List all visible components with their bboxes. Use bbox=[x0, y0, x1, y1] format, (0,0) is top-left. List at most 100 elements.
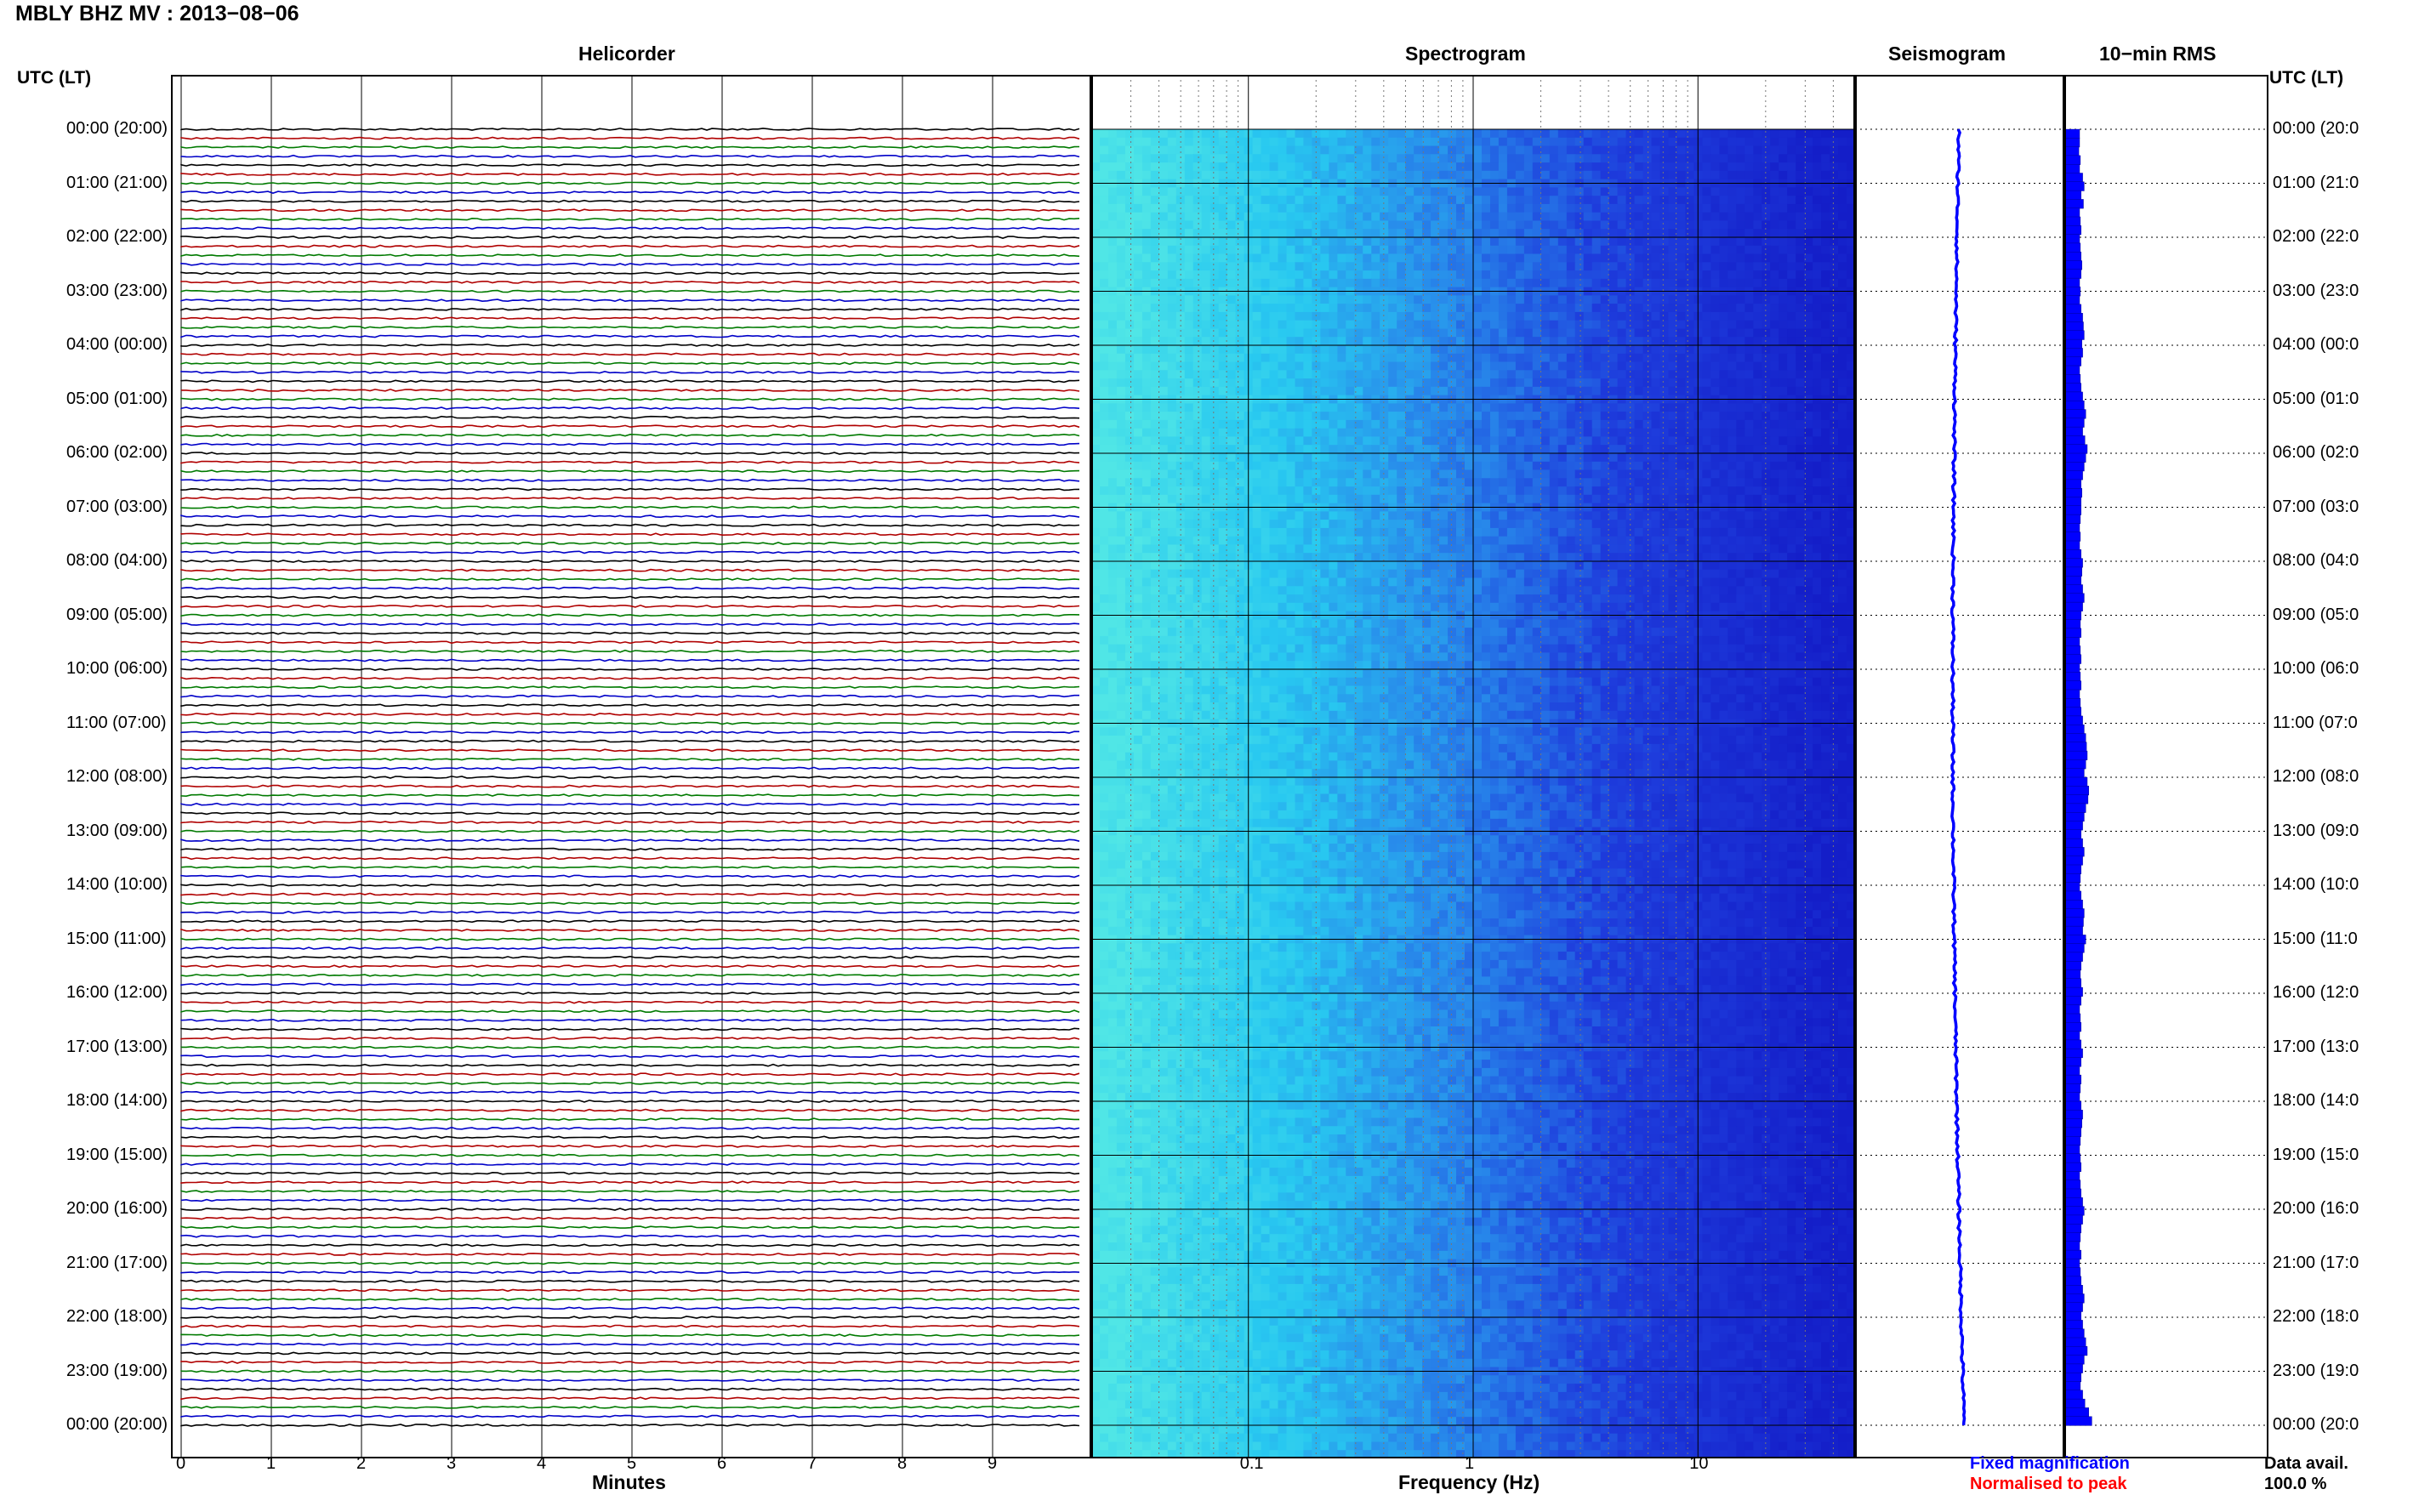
spectrogram-cell bbox=[1167, 137, 1177, 147]
spectrogram-cell bbox=[1252, 478, 1262, 487]
spectrogram-cell bbox=[1218, 561, 1228, 571]
spectrogram-cell bbox=[1676, 170, 1687, 180]
spectrogram-cell bbox=[1787, 137, 1796, 147]
spectrogram-cell bbox=[1549, 262, 1559, 271]
spectrogram-cell bbox=[1813, 278, 1822, 288]
helicorder-trace bbox=[181, 388, 1080, 392]
right-time-label: 05:00 (01:0 bbox=[2273, 389, 2359, 408]
spectrogram-cell bbox=[1804, 494, 1813, 504]
spectrogram-cell bbox=[1796, 536, 1805, 546]
spectrogram-cell bbox=[1278, 436, 1288, 446]
spectrogram-cell bbox=[1227, 361, 1237, 371]
spectrogram-cell bbox=[1116, 386, 1126, 396]
spectrogram-cell bbox=[1380, 262, 1389, 271]
spectrogram-cell bbox=[1312, 370, 1321, 379]
helicorder-trace bbox=[180, 919, 1080, 924]
spectrogram-cell bbox=[1439, 220, 1449, 230]
spectrogram-cell bbox=[1676, 553, 1687, 562]
spectrogram-cell bbox=[1456, 386, 1466, 396]
spectrogram-cell bbox=[1685, 561, 1694, 571]
spectrogram-cell bbox=[1685, 328, 1694, 338]
spectrogram-cell bbox=[1235, 361, 1245, 371]
spectrogram-cell bbox=[1523, 295, 1534, 304]
spectrogram-cell bbox=[1150, 270, 1160, 280]
spectrogram-cell bbox=[1473, 220, 1483, 230]
spectrogram-cell bbox=[1498, 170, 1508, 180]
spectrogram-cell bbox=[1642, 469, 1653, 479]
spectrogram-cell bbox=[1523, 187, 1534, 196]
spectrogram-cell bbox=[1192, 170, 1203, 180]
spectrogram-cell bbox=[1312, 412, 1321, 421]
spectrogram-cell bbox=[1448, 353, 1457, 363]
spectrogram-cell bbox=[1506, 436, 1517, 446]
spectrogram-cell bbox=[1736, 262, 1745, 271]
spectrogram-cell bbox=[1608, 436, 1619, 446]
spectrogram-cell bbox=[1354, 145, 1363, 155]
spectrogram-cell bbox=[1354, 245, 1363, 255]
spectrogram-cell bbox=[1659, 154, 1670, 163]
spectrogram-cell bbox=[1286, 520, 1296, 529]
spectrogram-cell bbox=[1591, 145, 1602, 155]
spectrogram-cell bbox=[1192, 212, 1203, 222]
spectrogram-cell bbox=[1337, 262, 1346, 271]
spectrogram-cell bbox=[1532, 203, 1542, 213]
spectrogram-cell bbox=[1787, 486, 1796, 496]
spectrogram-cell bbox=[1295, 137, 1305, 147]
spectrogram-cell bbox=[1727, 469, 1737, 479]
helicorder-trace bbox=[180, 361, 1080, 366]
spectrogram-cell bbox=[1736, 403, 1745, 412]
spectrogram-cell bbox=[1286, 270, 1296, 280]
spectrogram-cell bbox=[1574, 453, 1585, 463]
spectrogram-cell bbox=[1566, 361, 1576, 371]
spectrogram-cell bbox=[1354, 428, 1363, 438]
spectrogram-cell bbox=[1269, 162, 1279, 172]
spectrogram-cell bbox=[1574, 311, 1585, 321]
spectrogram-cell bbox=[1762, 428, 1771, 438]
spectrogram-cell bbox=[1388, 494, 1397, 504]
spectrogram-cell bbox=[1753, 145, 1762, 155]
spectrogram-cell bbox=[1363, 245, 1372, 255]
spectrogram-cell bbox=[1329, 270, 1338, 280]
spectrogram-cell bbox=[1549, 453, 1559, 463]
spectrogram-cell bbox=[1116, 494, 1126, 504]
spectrogram-cell bbox=[1482, 553, 1491, 562]
spectrogram-cell bbox=[1354, 461, 1363, 471]
spectrogram-cell bbox=[1787, 262, 1796, 271]
spectrogram-cell bbox=[1158, 220, 1169, 230]
spectrogram-cell bbox=[1736, 129, 1745, 139]
spectrogram-cell bbox=[1779, 212, 1788, 222]
spectrogram-cell bbox=[1532, 536, 1542, 546]
spectrogram-cell bbox=[1779, 370, 1788, 379]
spectrogram-cell bbox=[1736, 527, 1745, 537]
spectrogram-cell bbox=[1227, 469, 1237, 479]
spectrogram-cell bbox=[1762, 129, 1771, 139]
spectrogram-cell bbox=[1634, 295, 1644, 304]
spectrogram-cell bbox=[1448, 428, 1457, 438]
spectrogram-cell bbox=[1210, 478, 1220, 487]
spectrogram-cell bbox=[1540, 337, 1551, 346]
spectrogram-cell bbox=[1218, 553, 1228, 562]
spectrogram-cell bbox=[1557, 511, 1568, 520]
spectrogram-cell bbox=[1278, 345, 1288, 355]
spectrogram-cell bbox=[1346, 520, 1355, 529]
spectrogram-cell bbox=[1591, 229, 1602, 238]
spectrogram-cell bbox=[1719, 137, 1728, 147]
spectrogram-cell bbox=[1557, 403, 1568, 412]
spectrogram-cell bbox=[1482, 229, 1491, 238]
spectrogram-cell bbox=[1431, 419, 1440, 429]
spectrogram-cell bbox=[1745, 320, 1754, 330]
spectrogram-cell bbox=[1184, 304, 1194, 313]
spectrogram-cell bbox=[1371, 378, 1380, 388]
spectrogram-cell bbox=[1167, 229, 1177, 238]
spectrogram-cell bbox=[1847, 253, 1855, 263]
helicorder-trace bbox=[180, 928, 1080, 932]
spectrogram-cell bbox=[1770, 478, 1779, 487]
spectrogram-cell bbox=[1796, 527, 1805, 537]
spectrogram-cell bbox=[1549, 353, 1559, 363]
spectrogram-cell bbox=[1465, 419, 1474, 429]
spectrogram-cell bbox=[1456, 145, 1466, 155]
spectrogram-cell bbox=[1108, 253, 1118, 263]
spectrogram-cell bbox=[1312, 212, 1321, 222]
spectrogram-cell bbox=[1295, 220, 1305, 230]
spectrogram-cell bbox=[1192, 469, 1203, 479]
